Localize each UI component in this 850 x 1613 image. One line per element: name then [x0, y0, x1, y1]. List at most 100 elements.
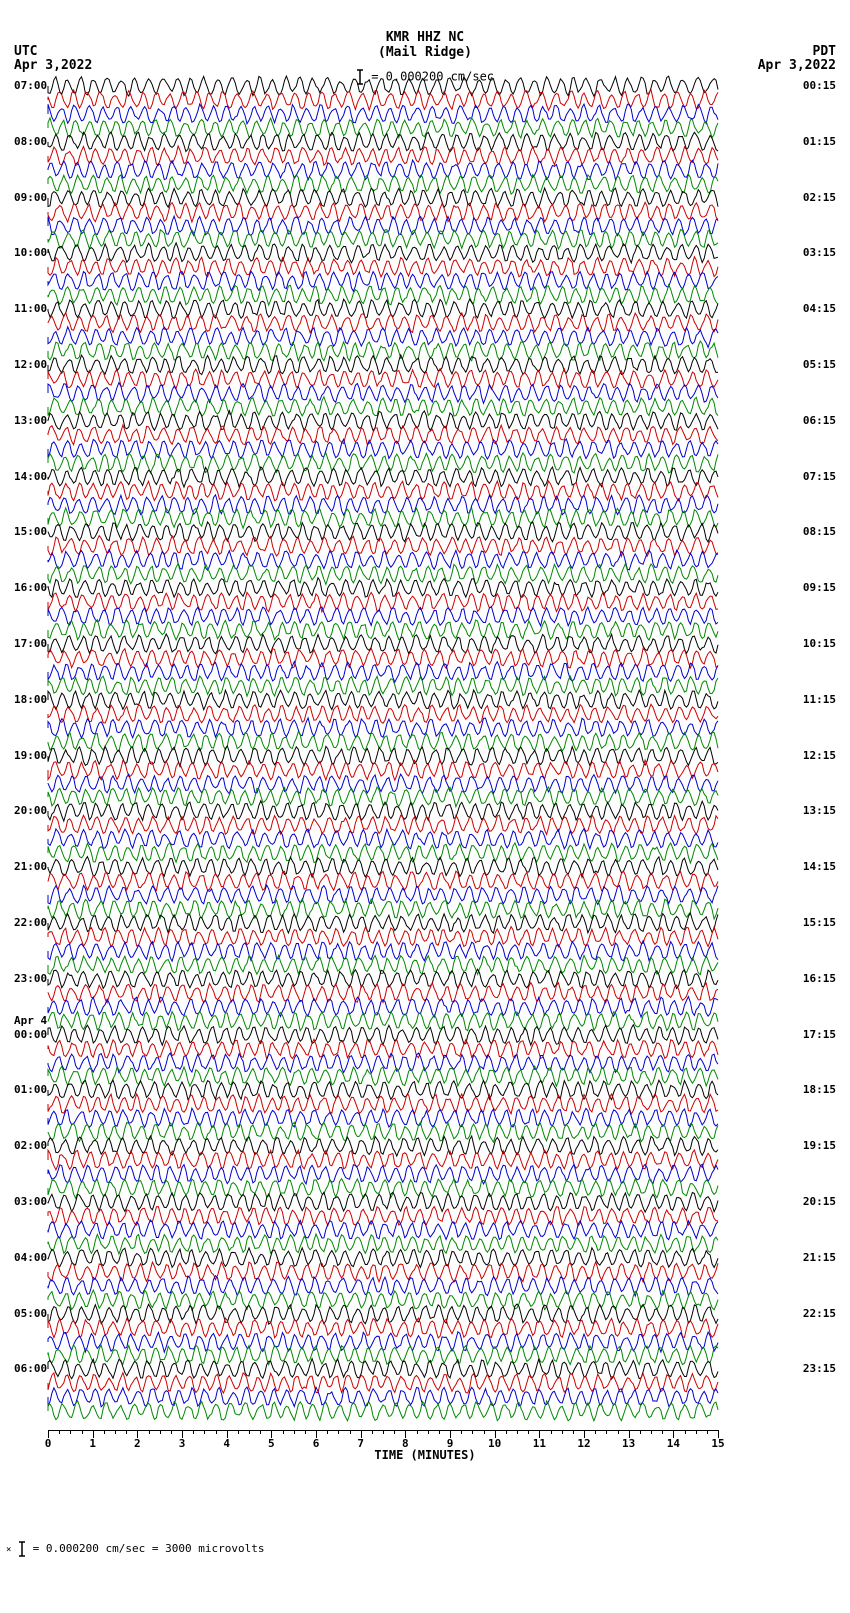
x-tick-minor [294, 1430, 295, 1434]
x-tick-minor [372, 1430, 373, 1434]
x-tick-minor [651, 1430, 652, 1434]
left-time-label: 09:00 [14, 191, 47, 204]
right-time-label: 03:15 [803, 246, 836, 259]
x-tick-minor [193, 1430, 194, 1434]
right-time-label: 06:15 [803, 414, 836, 427]
left-time-label: 12:00 [14, 358, 47, 371]
x-tick-minor [662, 1430, 663, 1434]
right-time-label: 07:15 [803, 470, 836, 483]
footer-scale-text: = 0.000200 cm/sec = 3000 microvolts [33, 1542, 265, 1555]
left-time-label: 04:00 [14, 1251, 47, 1264]
left-time-label: 19:00 [14, 749, 47, 762]
left-time-label: 01:00 [14, 1083, 47, 1096]
right-time-label: 16:15 [803, 972, 836, 985]
x-tick-minor [149, 1430, 150, 1434]
right-time-label: 11:15 [803, 693, 836, 706]
x-tick-minor [472, 1430, 473, 1434]
left-time-label: 06:00 [14, 1362, 47, 1375]
x-tick-minor [327, 1430, 328, 1434]
seismogram-container: KMR HHZ NC (Mail Ridge) = 0.000200 cm/se… [0, 0, 850, 1613]
x-tick-minor [70, 1430, 71, 1434]
station-code: KMR HHZ NC [0, 30, 850, 45]
right-time-label: 10:15 [803, 637, 836, 650]
left-time-label: 03:00 [14, 1195, 47, 1208]
x-tick-minor [338, 1430, 339, 1434]
x-tick-minor [260, 1430, 261, 1434]
x-tick-minor [283, 1430, 284, 1434]
right-time-label: 09:15 [803, 581, 836, 594]
x-tick-minor [238, 1430, 239, 1434]
x-tick-minor [618, 1430, 619, 1434]
x-tick-minor [640, 1430, 641, 1434]
x-tick-minor [439, 1430, 440, 1434]
left-time-label: 16:00 [14, 581, 47, 594]
x-tick-minor [417, 1430, 418, 1434]
x-tick-minor [528, 1430, 529, 1434]
left-tz: UTC [14, 44, 37, 59]
x-tick-minor [204, 1430, 205, 1434]
x-tick-minor [249, 1430, 250, 1434]
x-axis-label: TIME (MINUTES) [0, 1448, 850, 1462]
x-tick-minor [506, 1430, 507, 1434]
right-time-label: 21:15 [803, 1251, 836, 1264]
left-time-label: 07:00 [14, 79, 47, 92]
right-time-label: 15:15 [803, 916, 836, 929]
left-time-label: 20:00 [14, 804, 47, 817]
x-tick-minor [216, 1430, 217, 1434]
x-tick-minor [350, 1430, 351, 1434]
left-date: Apr 3,2022 [14, 58, 92, 73]
right-date: Apr 3,2022 [758, 58, 836, 73]
x-tick-minor [573, 1430, 574, 1434]
x-tick-minor [562, 1430, 563, 1434]
right-time-label: 08:15 [803, 525, 836, 538]
right-time-label: 17:15 [803, 1028, 836, 1041]
x-tick-minor [551, 1430, 552, 1434]
left-time-label: 11:00 [14, 302, 47, 315]
footer-scale: × = 0.000200 cm/sec = 3000 microvolts [6, 1540, 264, 1558]
x-tick-minor [707, 1430, 708, 1434]
right-time-label: 19:15 [803, 1139, 836, 1152]
right-time-label: 23:15 [803, 1362, 836, 1375]
left-time-label: 10:00 [14, 246, 47, 259]
right-time-label: 04:15 [803, 302, 836, 315]
x-tick-minor [82, 1430, 83, 1434]
x-tick-minor [685, 1430, 686, 1434]
right-time-label: 18:15 [803, 1083, 836, 1096]
right-time-label: 00:15 [803, 79, 836, 92]
left-time-label: 23:00 [14, 972, 47, 985]
left-time-label: 15:00 [14, 525, 47, 538]
x-tick-minor [305, 1430, 306, 1434]
x-tick-minor [394, 1430, 395, 1434]
x-tick-minor [595, 1430, 596, 1434]
left-time-label: 18:00 [14, 693, 47, 706]
x-tick-minor [160, 1430, 161, 1434]
left-time-label: 00:00 [14, 1028, 47, 1041]
x-tick-minor [517, 1430, 518, 1434]
right-time-label: 22:15 [803, 1307, 836, 1320]
left-time-label: 02:00 [14, 1139, 47, 1152]
seismogram-plot [48, 85, 718, 1425]
trace-line [48, 1401, 718, 1421]
station-name: (Mail Ridge) [0, 45, 850, 60]
left-time-label: 17:00 [14, 637, 47, 650]
x-tick-minor [104, 1430, 105, 1434]
right-time-label: 05:15 [803, 358, 836, 371]
left-time-label: 22:00 [14, 916, 47, 929]
x-tick-minor [383, 1430, 384, 1434]
x-tick-minor [171, 1430, 172, 1434]
date-break-label: Apr 4 [14, 1014, 47, 1027]
left-time-label: 05:00 [14, 1307, 47, 1320]
right-tz: PDT [813, 44, 836, 59]
right-time-label: 02:15 [803, 191, 836, 204]
x-tick-minor [606, 1430, 607, 1434]
scale-bar-icon [18, 1540, 26, 1558]
left-time-label: 14:00 [14, 470, 47, 483]
right-time-label: 13:15 [803, 804, 836, 817]
left-time-label: 21:00 [14, 860, 47, 873]
right-time-label: 14:15 [803, 860, 836, 873]
x-tick-minor [428, 1430, 429, 1434]
x-tick-minor [696, 1430, 697, 1434]
right-time-label: 12:15 [803, 749, 836, 762]
x-tick-minor [115, 1430, 116, 1434]
x-tick-minor [461, 1430, 462, 1434]
